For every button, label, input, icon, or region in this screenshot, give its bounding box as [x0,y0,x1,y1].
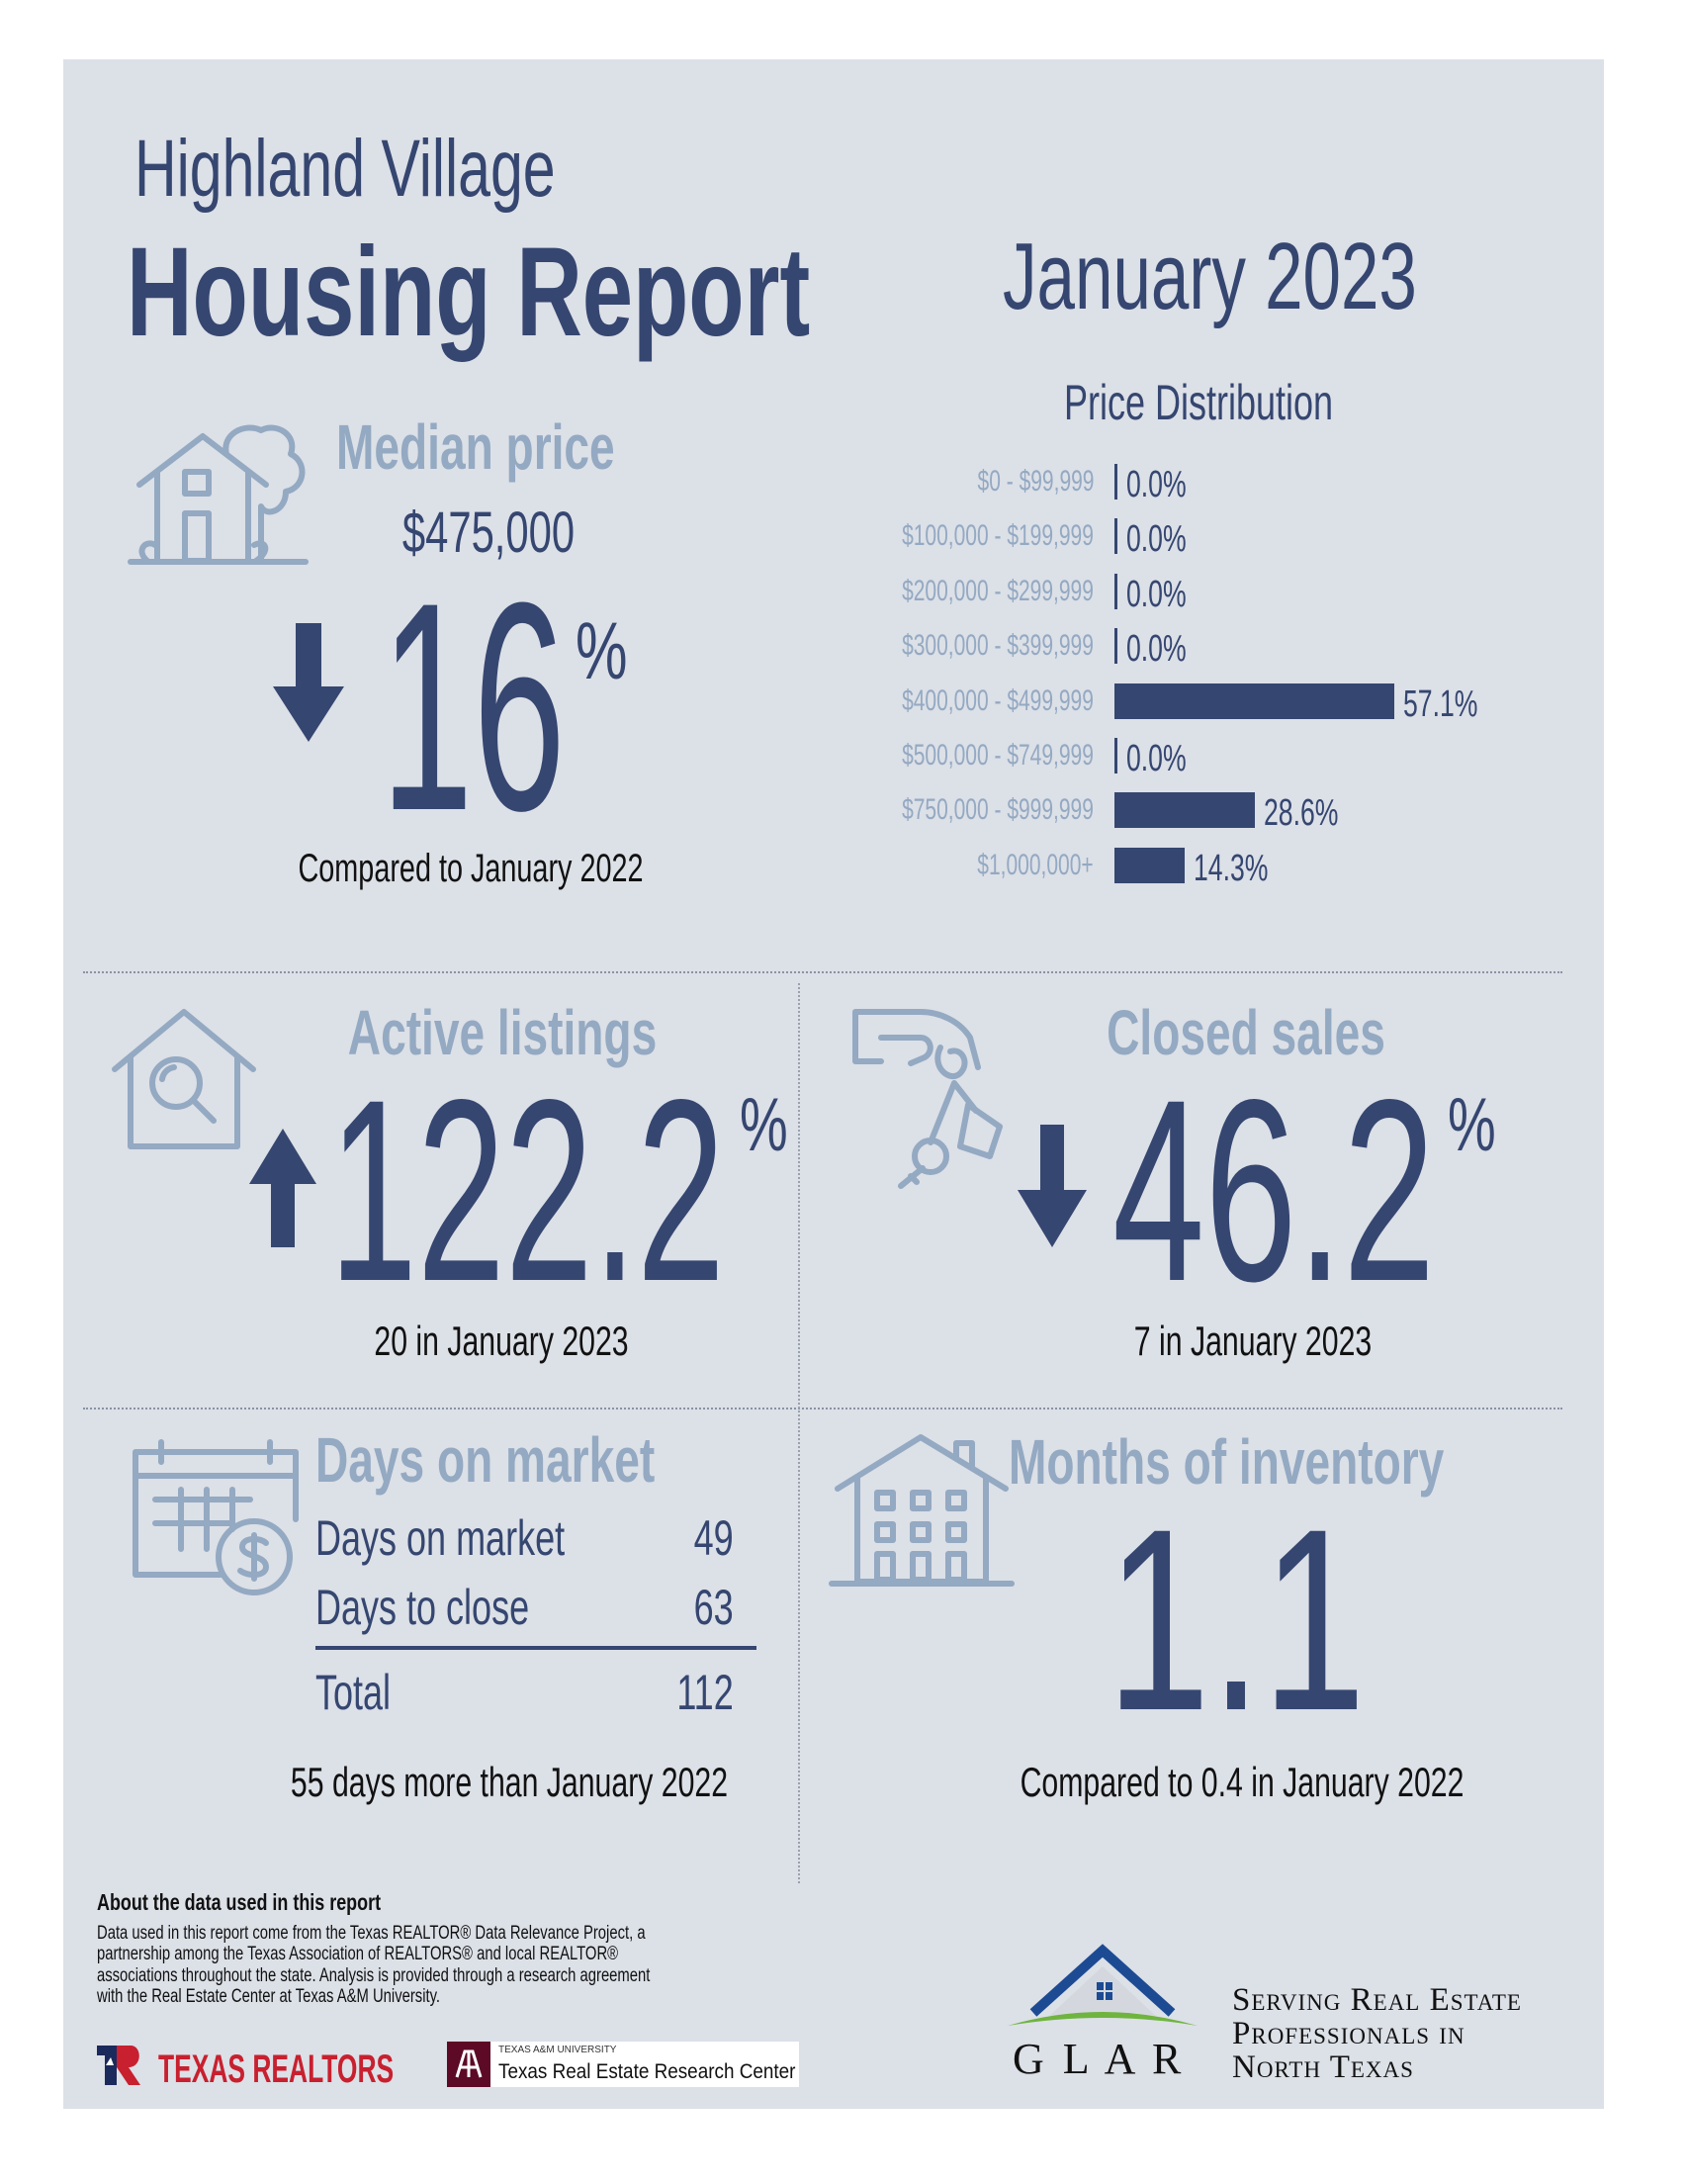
building-icon [829,1434,1015,1587]
about-title: About the data used in this report [97,1889,382,1915]
arrow-down-icon [1018,1125,1087,1247]
price-bar-value: 0.0% [1126,628,1187,671]
city-name: Highland Village [134,124,556,214]
about-line: with the Real Estate Center at Texas A&M… [97,1985,441,2007]
about-line: partnership among the Texas Association … [97,1944,619,1965]
price-range-label: $100,000 - $199,999 [902,519,1094,553]
price-distribution-title: Price Distribution [1063,375,1334,430]
price-bar [1114,573,1117,609]
price-bar [1114,792,1255,829]
glar-tagline-line: Professionals in [1232,2016,1465,2051]
price-range-label: $300,000 - $399,999 [902,629,1094,663]
median-comparison: Compared to January 2022 [298,847,644,890]
price-bar [1114,518,1117,555]
price-range-label: $750,000 - $999,999 [902,793,1094,827]
texas-realtors-emblem-icon [97,2046,140,2085]
total-rule [315,1646,756,1650]
glar-house-icon [1008,1944,1198,2026]
total-value: 112 [676,1665,734,1720]
calendar-dollar-icon [133,1439,299,1595]
price-range-label: $200,000 - $299,999 [902,574,1094,607]
closed-sales-change: 46.2 [1112,1046,1436,1335]
months-inventory-comparison: Compared to 0.4 in January 2022 [1020,1759,1465,1805]
total-label: Total [315,1665,392,1720]
closed-sales-detail: 7 in January 2023 [1133,1318,1373,1364]
median-price-change: 16 [381,540,566,872]
price-bar [1114,738,1117,774]
about-line: Data used in this report come from the T… [97,1923,646,1944]
median-percent-sign: % [576,606,628,696]
price-bar-value: 0.0% [1126,573,1187,615]
report-panel [63,59,1604,2109]
tamu-university-label: TEXAS A&M UNIVERSITY [498,2045,617,2055]
price-bar-value: 14.3% [1193,847,1269,889]
arrow-up-icon [249,1129,316,1247]
months-inventory-title: Months of inventory [1009,1426,1445,1498]
active-listings-detail: 20 in January 2023 [374,1318,629,1364]
price-bar [1114,464,1117,500]
house-tree-icon [128,424,309,565]
active-listings-change: 122.2 [329,1046,725,1335]
house-search-icon [112,1009,256,1149]
median-price-title: Median price [336,411,615,483]
closed-sales-title: Closed sales [1107,997,1385,1068]
tamu-logo: TEXAS A&M UNIVERSITY Texas Real Estate R… [447,2042,799,2087]
active-percent-sign: % [740,1083,788,1167]
divider [83,971,1562,973]
hand-keys-icon [852,1009,1003,1189]
glar-tagline-line: North Texas [1232,2049,1414,2085]
dom-row-label: Days on market [315,1510,566,1566]
about-text: Data used in this report come from the T… [97,1923,650,2007]
dom-row-value: 49 [693,1510,734,1566]
price-range-label: $500,000 - $749,999 [902,739,1094,772]
days-on-market-title: Days on market [315,1424,656,1496]
price-range-label: $0 - $99,999 [977,465,1094,498]
price-bar-value: 0.0% [1126,518,1187,561]
glar-wordmark: G L A R [1013,2035,1186,2083]
arrow-down-icon [273,623,344,742]
price-range-label: $400,000 - $499,999 [902,683,1094,717]
dtc-row-value: 63 [693,1580,734,1635]
about-line: associations throughout the state. Analy… [97,1964,651,1986]
price-bar [1114,682,1394,719]
months-inventory-value: 1.1 [1106,1475,1367,1765]
tamu-center-name: Texas Real Estate Research Center [498,2060,796,2083]
tamu-emblem-icon [447,2042,490,2087]
divider [798,983,800,1883]
page-title: Housing Report [127,222,811,363]
price-bar-value: 57.1% [1402,682,1478,725]
dtc-row-label: Days to close [315,1580,530,1635]
dom-comparison: 55 days more than January 2022 [290,1759,729,1805]
glar-tagline-line: Serving Real Estate [1232,1982,1522,2018]
divider [83,1408,1562,1410]
texas-realtors-text: TEXAS REALTORS [158,2048,395,2091]
price-bar [1114,847,1185,883]
price-bar-value: 0.0% [1126,738,1187,779]
closed-percent-sign: % [1448,1083,1496,1167]
price-bar [1114,628,1117,665]
price-bar-value: 0.0% [1126,464,1187,505]
price-bar-value: 28.6% [1263,792,1338,835]
report-period: January 2023 [1003,224,1417,329]
median-price-value: $475,000 [401,500,576,565]
active-listings-title: Active listings [347,997,658,1068]
price-range-label: $1,000,000+ [977,848,1094,881]
